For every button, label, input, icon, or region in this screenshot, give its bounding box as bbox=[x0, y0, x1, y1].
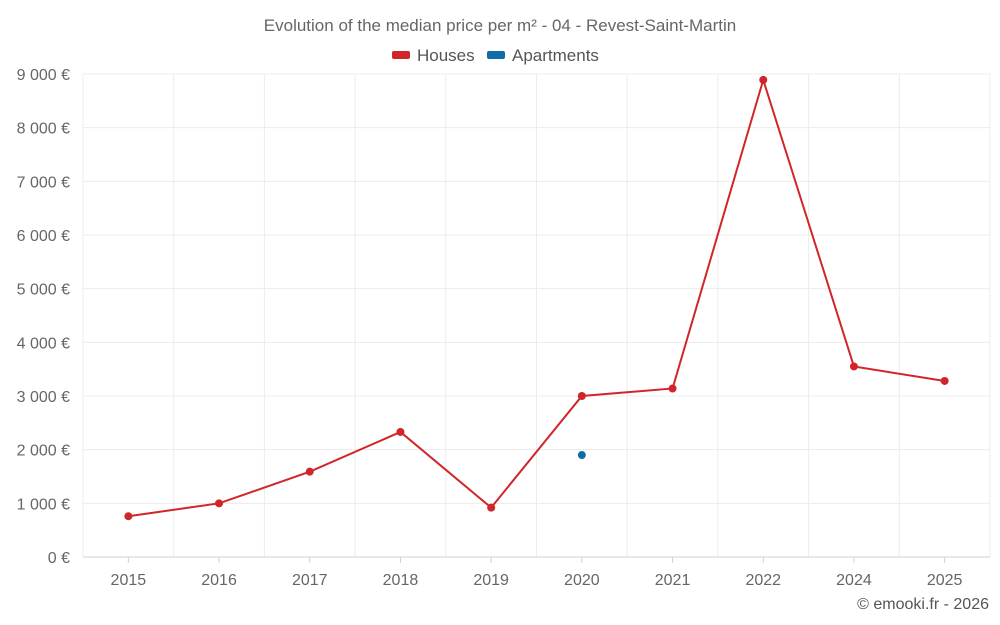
data-point-houses[interactable] bbox=[577, 392, 586, 400]
legend: Houses Apartments bbox=[392, 46, 599, 65]
x-tick-label: 2025 bbox=[927, 572, 963, 589]
series-line-houses bbox=[128, 76, 945, 518]
y-tick-label: 5 000 € bbox=[17, 282, 70, 299]
data-point-houses[interactable] bbox=[305, 467, 314, 476]
legend-item-houses[interactable]: Houses bbox=[392, 46, 475, 65]
y-tick-label: 6 000 € bbox=[17, 228, 70, 245]
x-tick-label: 2016 bbox=[201, 572, 237, 589]
series-area bbox=[124, 75, 949, 521]
y-axis: 0 € 1 000 € 2 000 € 3 000 € 4 000 € 5 000 € 6 … bbox=[17, 67, 70, 567]
legend-swatch-houses bbox=[392, 51, 410, 59]
x-tick-label: 2015 bbox=[111, 572, 147, 589]
y-tick-label: 9 000 € bbox=[17, 67, 70, 84]
x-tick-label: 2019 bbox=[473, 572, 509, 589]
legend-swatch-apartments bbox=[487, 51, 505, 59]
grid bbox=[82, 73, 991, 557]
legend-label-houses: Houses bbox=[417, 46, 475, 65]
data-point-houses[interactable] bbox=[396, 427, 405, 436]
legend-label-apartments: Apartments bbox=[512, 46, 599, 65]
x-axis: 2015 2016 2017 2018 2019 2020 2021 2022 2024 2025 bbox=[111, 557, 963, 589]
y-tick-label: 7 000 € bbox=[17, 174, 70, 191]
x-tick-label: 2022 bbox=[745, 572, 781, 589]
data-point-houses[interactable] bbox=[759, 75, 768, 84]
legend-item-apartments[interactable]: Apartments bbox=[487, 46, 599, 65]
x-tick-label: 2017 bbox=[292, 572, 328, 589]
data-point-houses[interactable] bbox=[668, 384, 677, 393]
y-tick-label: 3 000 € bbox=[17, 389, 70, 406]
data-point-houses[interactable] bbox=[215, 499, 224, 508]
y-tick-label: 1 000 € bbox=[17, 496, 70, 513]
data-point-houses[interactable] bbox=[487, 503, 496, 512]
data-point-apartments[interactable] bbox=[577, 451, 586, 460]
x-tick-label: 2024 bbox=[836, 572, 872, 589]
y-tick-label: 4 000 € bbox=[17, 335, 70, 352]
x-tick-label: 2018 bbox=[383, 572, 419, 589]
y-tick-label: 0 € bbox=[48, 550, 70, 567]
x-tick-label: 2020 bbox=[564, 572, 600, 589]
y-tick-label: 8 000 € bbox=[17, 121, 70, 138]
y-tick-label: 2 000 € bbox=[17, 443, 70, 460]
chart-title: Evolution of the median price per m² - 0… bbox=[264, 16, 736, 35]
data-point-houses[interactable] bbox=[940, 376, 949, 385]
credit-text: © emooki.fr - 2026 bbox=[857, 596, 989, 613]
data-point-houses[interactable] bbox=[849, 362, 858, 371]
x-tick-label: 2021 bbox=[655, 572, 691, 589]
data-point-houses[interactable] bbox=[124, 512, 133, 521]
